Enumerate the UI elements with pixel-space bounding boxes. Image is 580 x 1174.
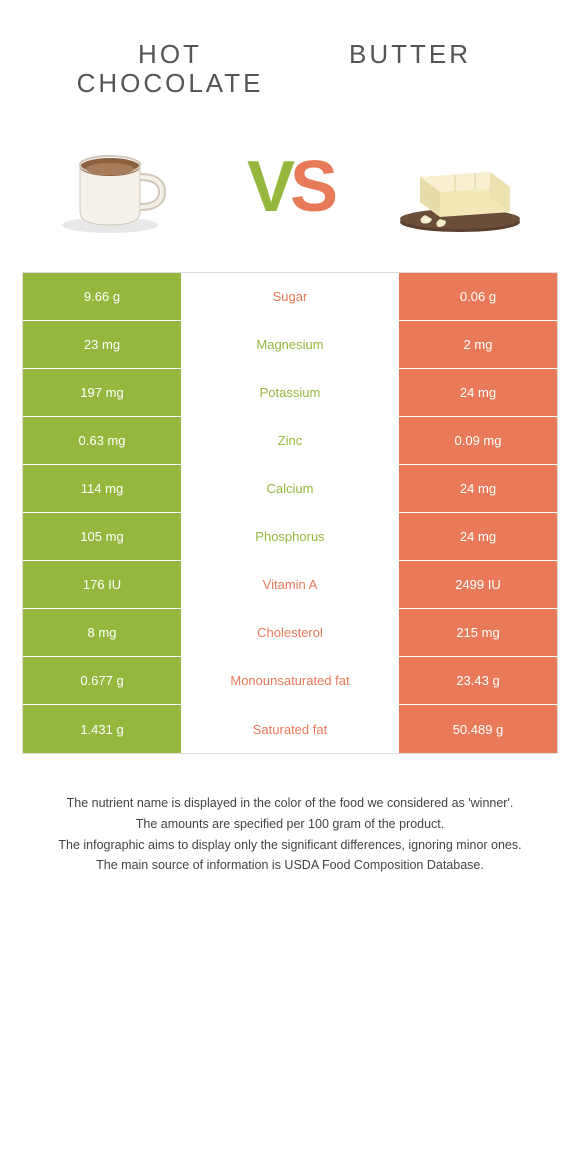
right-value-cell: 0.06 g <box>399 273 557 320</box>
right-value-cell: 215 mg <box>399 609 557 656</box>
images-row: VS <box>0 117 580 272</box>
right-value-cell: 24 mg <box>399 513 557 560</box>
nutrient-name-cell: Calcium <box>181 465 399 512</box>
right-value-cell: 23.43 g <box>399 657 557 704</box>
right-value-cell: 50.489 g <box>399 705 557 753</box>
table-row: 105 mgPhosphorus24 mg <box>23 513 557 561</box>
table-row: 0.63 mgZinc0.09 mg <box>23 417 557 465</box>
table-row: 1.431 gSaturated fat50.489 g <box>23 705 557 753</box>
nutrient-name-cell: Cholesterol <box>181 609 399 656</box>
left-value-cell: 8 mg <box>23 609 181 656</box>
vs-s-letter: S <box>290 147 333 227</box>
table-row: 8 mgCholesterol215 mg <box>23 609 557 657</box>
left-value-cell: 0.63 mg <box>23 417 181 464</box>
table-row: 23 mgMagnesium2 mg <box>23 321 557 369</box>
left-value-cell: 176 IU <box>23 561 181 608</box>
nutrient-name-cell: Vitamin A <box>181 561 399 608</box>
left-value-cell: 1.431 g <box>23 705 181 753</box>
header: HOT CHOCOLATE BUTTER <box>0 0 580 117</box>
comparison-table: 9.66 gSugar0.06 g23 mgMagnesium2 mg197 m… <box>22 272 558 754</box>
left-value-cell: 23 mg <box>23 321 181 368</box>
table-row: 114 mgCalcium24 mg <box>23 465 557 513</box>
left-food-title: HOT CHOCOLATE <box>50 40 290 97</box>
nutrient-name-cell: Saturated fat <box>181 705 399 753</box>
left-value-cell: 197 mg <box>23 369 181 416</box>
right-value-cell: 0.09 mg <box>399 417 557 464</box>
footnote-line: The main source of information is USDA F… <box>40 856 540 875</box>
footnote-line: The amounts are specified per 100 gram o… <box>40 815 540 834</box>
left-value-cell: 0.677 g <box>23 657 181 704</box>
vs-label: VS <box>247 146 333 228</box>
left-value-cell: 114 mg <box>23 465 181 512</box>
footnote-line: The nutrient name is displayed in the co… <box>40 794 540 813</box>
nutrient-name-cell: Magnesium <box>181 321 399 368</box>
right-value-cell: 24 mg <box>399 465 557 512</box>
footnote-line: The infographic aims to display only the… <box>40 836 540 855</box>
right-value-cell: 24 mg <box>399 369 557 416</box>
right-value-cell: 2499 IU <box>399 561 557 608</box>
table-row: 0.677 gMonounsaturated fat23.43 g <box>23 657 557 705</box>
hot-chocolate-image <box>50 132 190 242</box>
butter-image <box>390 132 530 242</box>
table-row: 197 mgPotassium24 mg <box>23 369 557 417</box>
table-row: 9.66 gSugar0.06 g <box>23 273 557 321</box>
right-food-title: BUTTER <box>290 40 530 97</box>
footnotes: The nutrient name is displayed in the co… <box>0 754 580 897</box>
table-row: 176 IUVitamin A2499 IU <box>23 561 557 609</box>
vs-v-letter: V <box>247 147 290 227</box>
left-value-cell: 9.66 g <box>23 273 181 320</box>
nutrient-name-cell: Monounsaturated fat <box>181 657 399 704</box>
nutrient-name-cell: Phosphorus <box>181 513 399 560</box>
nutrient-name-cell: Sugar <box>181 273 399 320</box>
right-value-cell: 2 mg <box>399 321 557 368</box>
nutrient-name-cell: Potassium <box>181 369 399 416</box>
nutrient-name-cell: Zinc <box>181 417 399 464</box>
left-value-cell: 105 mg <box>23 513 181 560</box>
